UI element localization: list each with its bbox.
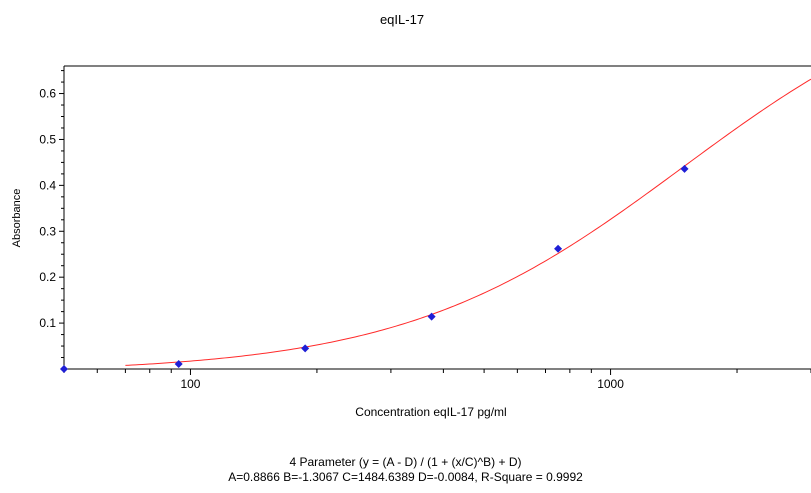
data-point xyxy=(554,244,563,253)
y-tick-label: 0.1 xyxy=(39,316,56,330)
x-axis-ticks: 100 1000 xyxy=(63,369,811,391)
data-point xyxy=(60,365,68,373)
y-axis-ticks: 0.1 0.2 0.3 0.4 0.5 0.6 xyxy=(39,70,64,359)
data-point xyxy=(427,312,436,321)
y-tick-label: 0.3 xyxy=(39,224,56,238)
fit-parameters: A=0.8866 B=-1.3067 C=1484.6389 D=-0.0084… xyxy=(228,470,583,484)
data-point xyxy=(174,359,183,368)
x-tick-label: 1000 xyxy=(597,377,624,391)
data-point xyxy=(680,164,689,173)
fit-equation: 4 Parameter (y = (A - D) / (1 + (x/C)^B)… xyxy=(289,455,522,469)
y-axis-label: Absorbance xyxy=(11,189,23,248)
fit-curve xyxy=(125,78,811,366)
x-axis-label: Concentration eqIL-17 pg/ml xyxy=(355,405,506,419)
y-tick-label: 0.6 xyxy=(39,87,56,101)
axes xyxy=(63,65,811,370)
y-tick-label: 0.5 xyxy=(39,132,56,146)
data-points xyxy=(60,164,689,373)
x-tick-label: 100 xyxy=(180,377,200,391)
y-tick-label: 0.2 xyxy=(39,270,56,284)
data-point xyxy=(301,344,310,353)
chart-title: eqIL-17 xyxy=(380,12,424,27)
y-tick-label: 0.4 xyxy=(39,178,56,192)
